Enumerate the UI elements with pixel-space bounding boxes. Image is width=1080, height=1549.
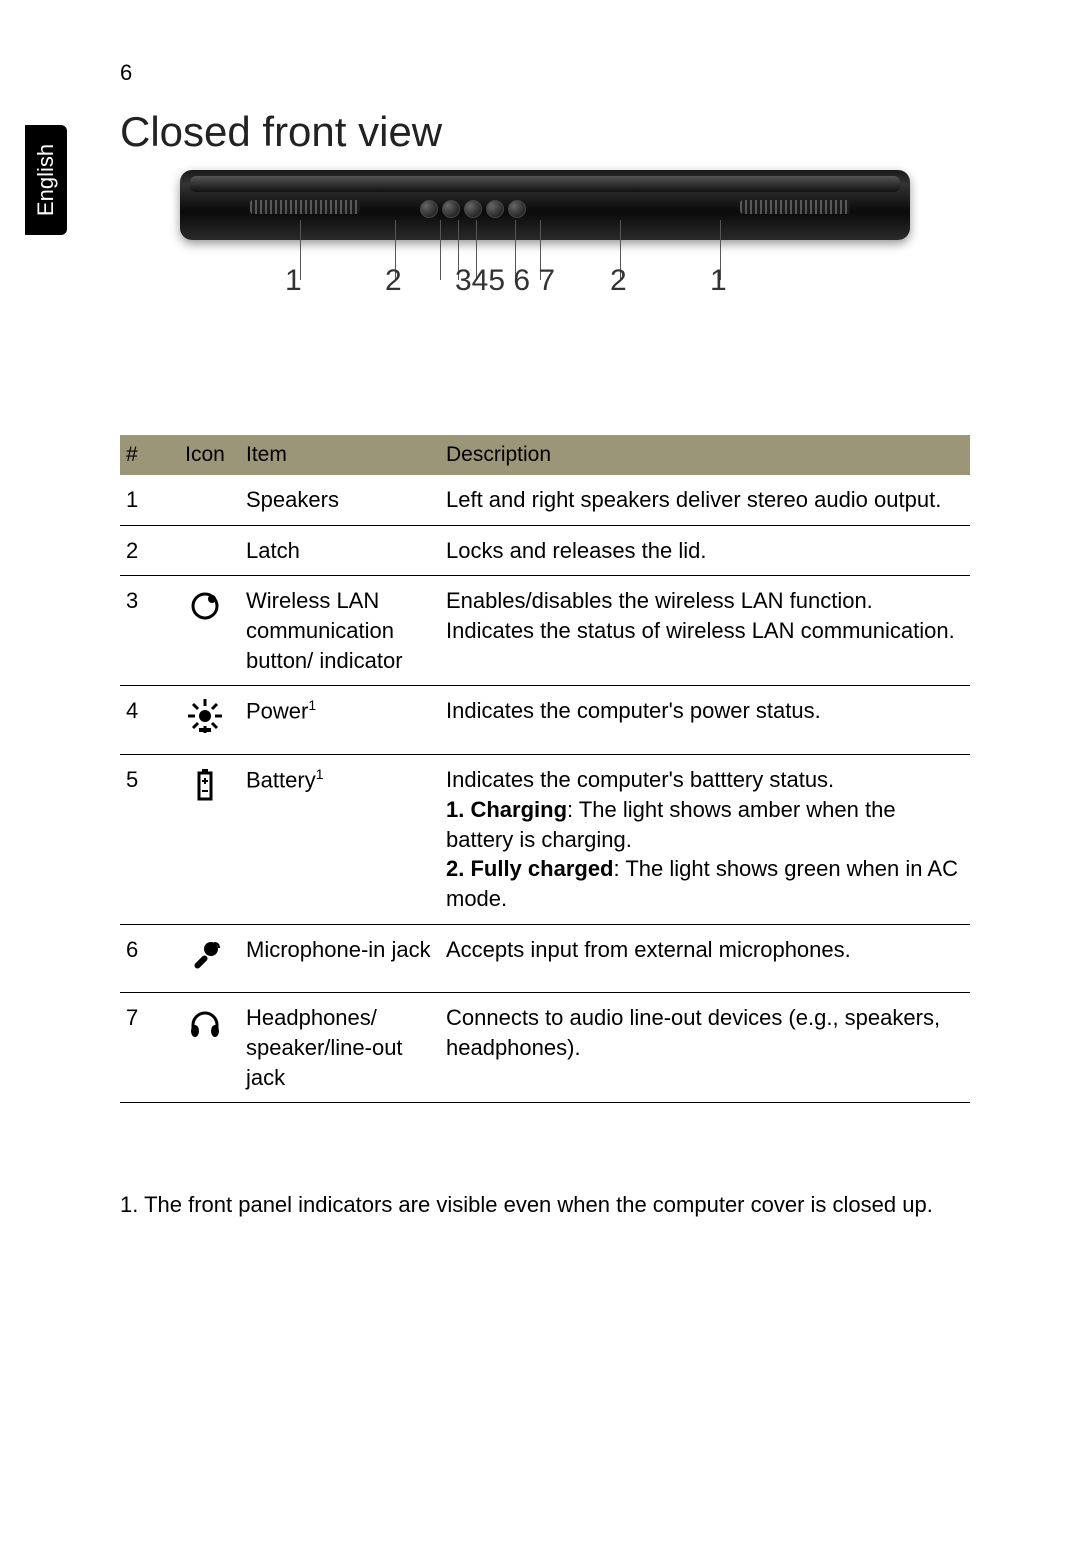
desc-text: Accepts input from external microphones. <box>446 937 851 962</box>
desc-text: Locks and releases the lid. <box>446 538 707 563</box>
desc-bold: 2. Fully charged <box>446 856 614 881</box>
col-header-num: # <box>120 435 170 475</box>
table-row: 1 SpeakersLeft and right speakers deliver… <box>120 475 970 525</box>
table-row: 2 LatchLocks and releases the lid. <box>120 525 970 576</box>
cell-item: Latch <box>240 525 440 576</box>
callout-number: 345 6 7 <box>455 264 555 298</box>
laptop-front-figure: 1 2 345 6 7 2 1 <box>180 170 910 300</box>
callout-number: 1 <box>710 264 727 298</box>
cell-icon <box>170 525 240 576</box>
cell-icon <box>170 576 240 686</box>
port-dot <box>442 200 460 218</box>
language-label: English <box>33 144 59 216</box>
table-row: 5 Battery1Indicates the computer's battte… <box>120 755 970 924</box>
language-tab: English <box>25 125 67 235</box>
desc-text: Indicates the computer's batttery status… <box>446 767 834 792</box>
col-header-icon: Icon <box>170 435 240 475</box>
cell-desc: Enables/disables the wireless LAN functi… <box>440 576 970 686</box>
footnote: 1. The front panel indicators are visibl… <box>120 1190 970 1220</box>
port-dot <box>464 200 482 218</box>
port-cluster <box>420 200 620 218</box>
cell-num: 1 <box>120 475 170 525</box>
battery-icon <box>185 765 225 805</box>
table-header-row: # Icon Item Description <box>120 435 970 475</box>
section-title: Closed front view <box>120 108 442 156</box>
spec-table: # Icon Item Description 1 SpeakersLeft an… <box>120 435 970 1103</box>
cell-num: 6 <box>120 924 170 993</box>
speaker-grill-right <box>740 200 850 214</box>
col-header-item: Item <box>240 435 440 475</box>
cell-item: Headphones/ speaker/line-out jack <box>240 993 440 1103</box>
cell-icon <box>170 993 240 1103</box>
cell-desc: Accepts input from external microphones. <box>440 924 970 993</box>
port-dot <box>508 200 526 218</box>
cell-num: 4 <box>120 686 170 755</box>
port-dot <box>486 200 504 218</box>
desc-bold: 1. Charging <box>446 797 567 822</box>
speaker-grill-left <box>250 200 360 214</box>
laptop-body <box>180 170 910 240</box>
callout-number: 2 <box>385 264 402 298</box>
mic-icon <box>185 935 225 975</box>
cell-item: Wireless LAN communication button/ indic… <box>240 576 440 686</box>
headphones-icon <box>185 1003 225 1043</box>
callout-line <box>440 220 441 280</box>
cell-item: Speakers <box>240 475 440 525</box>
cell-item: Power1 <box>240 686 440 755</box>
desc-text: Enables/disables the wireless LAN functi… <box>446 588 955 643</box>
table-row: 7 Headphones/ speaker/line-out jackConnec… <box>120 993 970 1103</box>
cell-num: 5 <box>120 755 170 924</box>
col-header-desc: Description <box>440 435 970 475</box>
table-row: 6 Microphone-in jackAccepts input from ex… <box>120 924 970 993</box>
cell-desc: Locks and releases the lid. <box>440 525 970 576</box>
cell-item: Microphone-in jack <box>240 924 440 993</box>
desc-text: Left and right speakers deliver stereo a… <box>446 487 941 512</box>
spec-table-wrap: # Icon Item Description 1 SpeakersLeft an… <box>120 435 970 1103</box>
cell-icon <box>170 924 240 993</box>
callout-number: 1 <box>285 264 302 298</box>
table-row: 4 Power1Indicates the computer's power st… <box>120 686 970 755</box>
desc-text: Connects to audio line-out devices (e.g.… <box>446 1005 940 1060</box>
cell-desc: Indicates the computer's batttery status… <box>440 755 970 924</box>
callout-number: 2 <box>610 264 627 298</box>
desc-text: Indicates the computer's power status. <box>446 698 821 723</box>
table-row: 3 Wireless LAN communication button/ indi… <box>120 576 970 686</box>
cell-icon <box>170 755 240 924</box>
wlan-icon <box>185 586 225 626</box>
cell-item: Battery1 <box>240 755 440 924</box>
port-dot <box>420 200 438 218</box>
power-icon <box>185 696 225 736</box>
cell-icon <box>170 686 240 755</box>
cell-desc: Indicates the computer's power status. <box>440 686 970 755</box>
cell-icon <box>170 475 240 525</box>
callout-layer: 12345 6 721 <box>180 240 910 290</box>
cell-num: 2 <box>120 525 170 576</box>
cell-num: 3 <box>120 576 170 686</box>
cell-num: 7 <box>120 993 170 1103</box>
cell-desc: Left and right speakers deliver stereo a… <box>440 475 970 525</box>
cell-desc: Connects to audio line-out devices (e.g.… <box>440 993 970 1103</box>
page-number: 6 <box>120 60 132 86</box>
